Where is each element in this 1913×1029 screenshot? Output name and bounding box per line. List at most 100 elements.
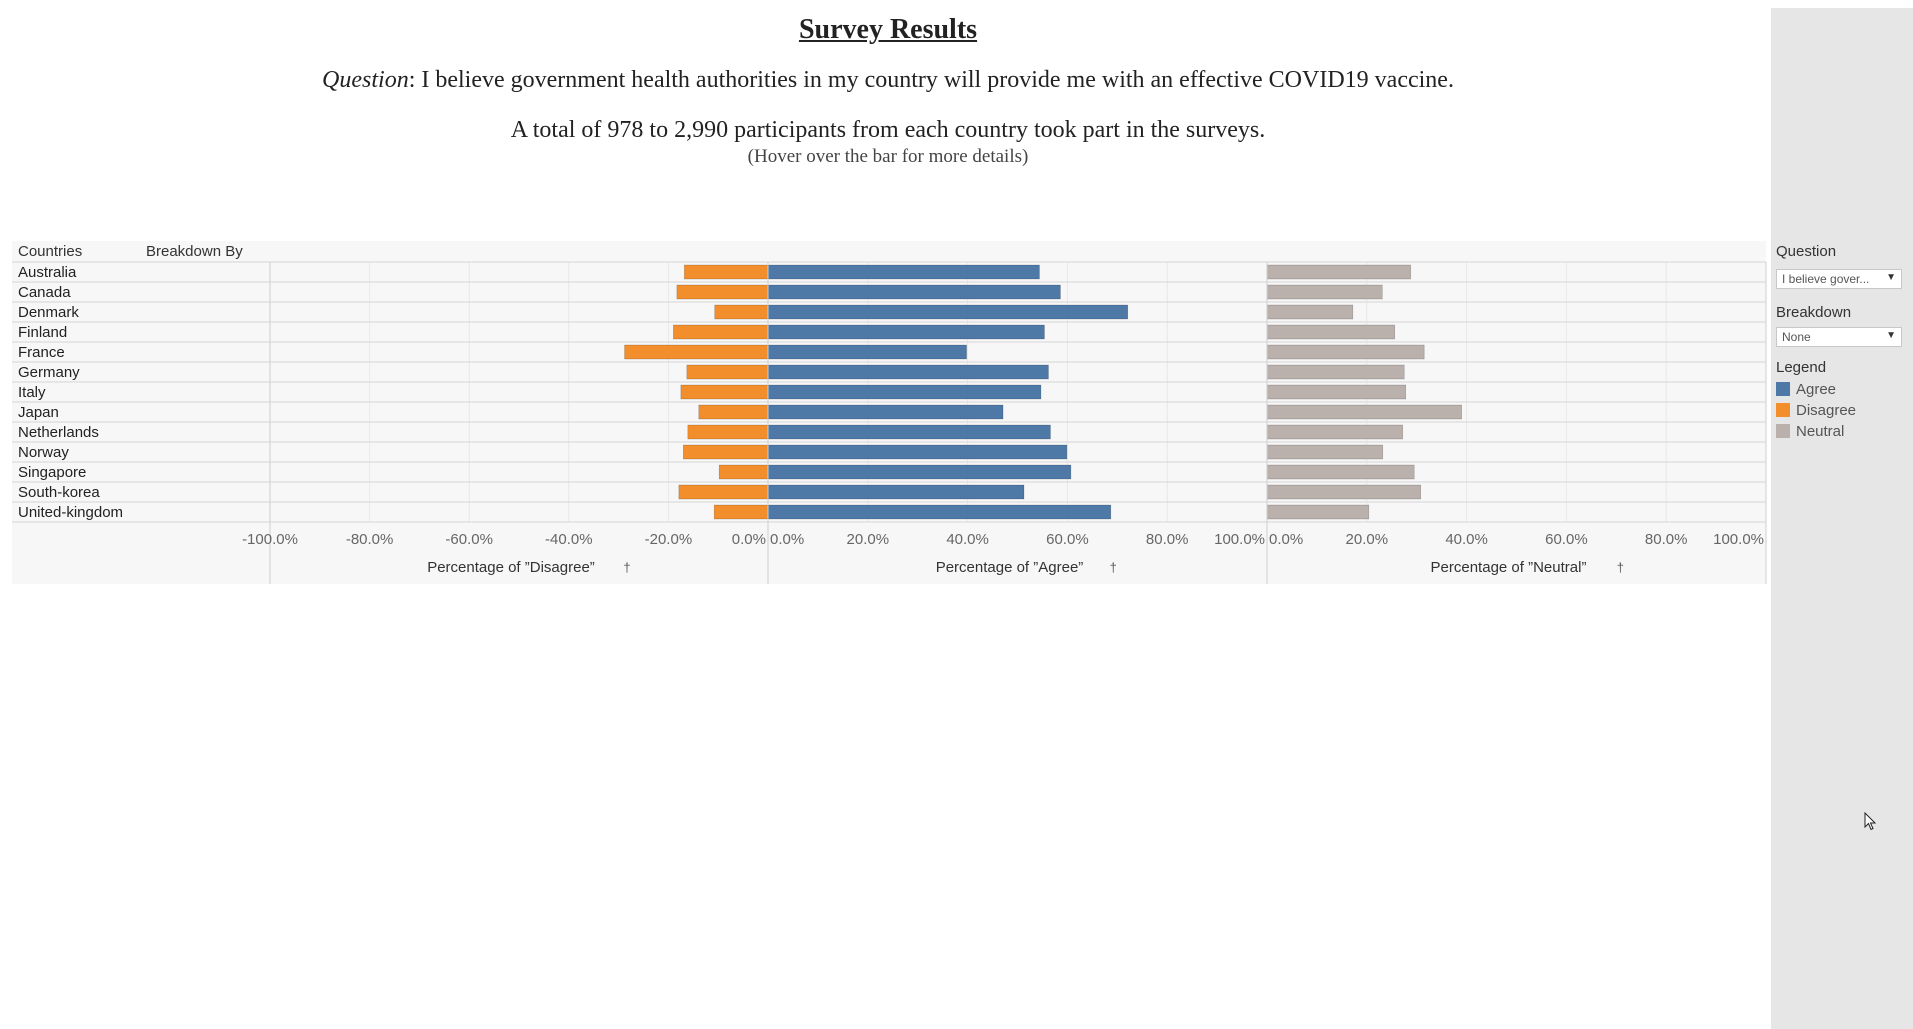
- country-label: Canada: [18, 284, 71, 301]
- breakdown-dropdown-value: None: [1782, 330, 1811, 344]
- country-label: South-korea: [18, 484, 100, 501]
- mouse-cursor-icon: [1864, 812, 1877, 831]
- question-filter-title: Question: [1776, 243, 1837, 260]
- breakdown-header: Breakdown By: [146, 243, 243, 260]
- question-text: Question: I believe government health au…: [0, 67, 1776, 94]
- bar-agree: [767, 464, 1072, 480]
- bar-neutral: [1266, 304, 1354, 320]
- legend-swatch-disagree: [1776, 403, 1790, 417]
- tick-label: 100.0%: [1713, 531, 1764, 548]
- bar-agree: [767, 504, 1112, 520]
- tick-label: 60.0%: [1046, 531, 1089, 548]
- bar-disagree: [676, 284, 769, 300]
- question-dropdown[interactable]: I believe gover... ▼: [1776, 269, 1902, 289]
- legend-title: Legend: [1776, 359, 1827, 376]
- legend-item-disagree[interactable]: Disagree: [1776, 402, 1856, 420]
- country-label: United-kingdom: [18, 504, 123, 521]
- bar-neutral: [1266, 324, 1396, 340]
- bar-agree: [767, 304, 1129, 320]
- tick-label: -20.0%: [645, 531, 693, 548]
- legend-item-agree[interactable]: Agree: [1776, 381, 1836, 399]
- tick-label: 20.0%: [1346, 531, 1389, 548]
- axis-layer: -100.0% -80.0% -60.0% -40.0% -20.0% 0.0% Perce…: [242, 262, 1767, 584]
- bar-neutral: [1266, 384, 1407, 400]
- tick-label: 40.0%: [946, 531, 989, 548]
- question-label: Question: [322, 67, 409, 93]
- bar-neutral: [1266, 344, 1425, 360]
- tick-label: -80.0%: [346, 531, 394, 548]
- country-label: France: [18, 344, 65, 361]
- legend-label-disagree: Disagree: [1796, 402, 1857, 419]
- pin-icon: †: [623, 560, 630, 575]
- bar-neutral: [1266, 484, 1421, 500]
- bar-agree: [767, 324, 1045, 340]
- bar-neutral: [1266, 444, 1384, 460]
- legend-swatch-neutral: [1776, 424, 1790, 438]
- bar-neutral: [1266, 264, 1412, 280]
- tick-label: -100.0%: [242, 531, 298, 548]
- tick-label: -60.0%: [445, 531, 493, 548]
- bar-neutral: [1266, 404, 1462, 420]
- tick-label: -40.0%: [545, 531, 593, 548]
- bar-agree: [767, 344, 967, 360]
- legend-label-neutral: Neutral: [1796, 423, 1845, 440]
- country-label: Italy: [18, 384, 46, 401]
- survey-bar-chart: Countries Breakdown By Australia Canada De…: [12, 241, 1767, 584]
- legend-label-agree: Agree: [1796, 381, 1837, 398]
- tick-label: 60.0%: [1545, 531, 1588, 548]
- hover-note: (Hover over the bar for more details): [747, 146, 1029, 167]
- bar-disagree: [673, 324, 769, 340]
- bar-neutral: [1266, 424, 1404, 440]
- question-body: : I believe government health authoritie…: [408, 67, 1454, 93]
- bar-neutral: [1266, 504, 1370, 520]
- countries-header: Countries: [18, 243, 82, 260]
- chevron-down-icon: ▼: [1886, 330, 1896, 341]
- pin-icon: †: [1617, 560, 1624, 575]
- tick-label: 20.0%: [847, 531, 890, 548]
- tick-label: 0.0%: [1269, 531, 1303, 548]
- bar-disagree: [713, 504, 769, 520]
- country-label: Singapore: [18, 464, 86, 481]
- country-label: Germany: [18, 364, 80, 381]
- bar-disagree: [718, 464, 769, 480]
- bar-disagree: [624, 344, 769, 360]
- bar-disagree: [683, 444, 769, 460]
- bar-neutral: [1266, 464, 1415, 480]
- tick-label: 100.0%: [1214, 531, 1265, 548]
- country-label: Finland: [18, 324, 67, 341]
- bar-disagree: [687, 424, 769, 440]
- filter-sidebar: Question I believe gover... ▼ Breakdown …: [1771, 8, 1913, 1029]
- chevron-down-icon: ▼: [1886, 272, 1896, 283]
- axis-title: Percentage of ”Disagree”: [427, 559, 595, 576]
- breakdown-dropdown[interactable]: None ▼: [1776, 327, 1902, 347]
- bar-neutral: [1266, 284, 1383, 300]
- axis-title: Percentage of ”Neutral”: [1431, 559, 1587, 576]
- legend-item-neutral[interactable]: Neutral: [1776, 423, 1844, 441]
- bar-layer: [624, 264, 1462, 520]
- bar-disagree: [698, 404, 769, 420]
- bar-agree: [767, 444, 1068, 460]
- pin-icon: †: [1110, 560, 1117, 575]
- breakdown-filter-title: Breakdown: [1776, 304, 1852, 321]
- bar-disagree: [680, 384, 769, 400]
- country-label: Japan: [18, 404, 59, 421]
- row-layer: Australia Canada Denmark Finland France Germa…: [12, 261, 1766, 523]
- country-label: Norway: [18, 444, 69, 461]
- country-label: Netherlands: [18, 424, 99, 441]
- bar-disagree: [678, 484, 769, 500]
- bar-agree: [767, 364, 1049, 380]
- question-dropdown-value: I believe gover...: [1782, 272, 1870, 286]
- bar-agree: [767, 384, 1042, 400]
- tick-label: 80.0%: [1146, 531, 1189, 548]
- tick-label: 80.0%: [1645, 531, 1688, 548]
- bar-agree: [767, 284, 1061, 300]
- page-title: Survey Results: [798, 14, 978, 45]
- bar-neutral: [1266, 364, 1405, 380]
- bar-disagree: [686, 364, 769, 380]
- country-label: Australia: [18, 264, 77, 281]
- country-label: Denmark: [18, 304, 79, 321]
- bar-agree: [767, 404, 1004, 420]
- tick-label: 0.0%: [770, 531, 804, 548]
- bar-disagree: [714, 304, 769, 320]
- legend-swatch-agree: [1776, 382, 1790, 396]
